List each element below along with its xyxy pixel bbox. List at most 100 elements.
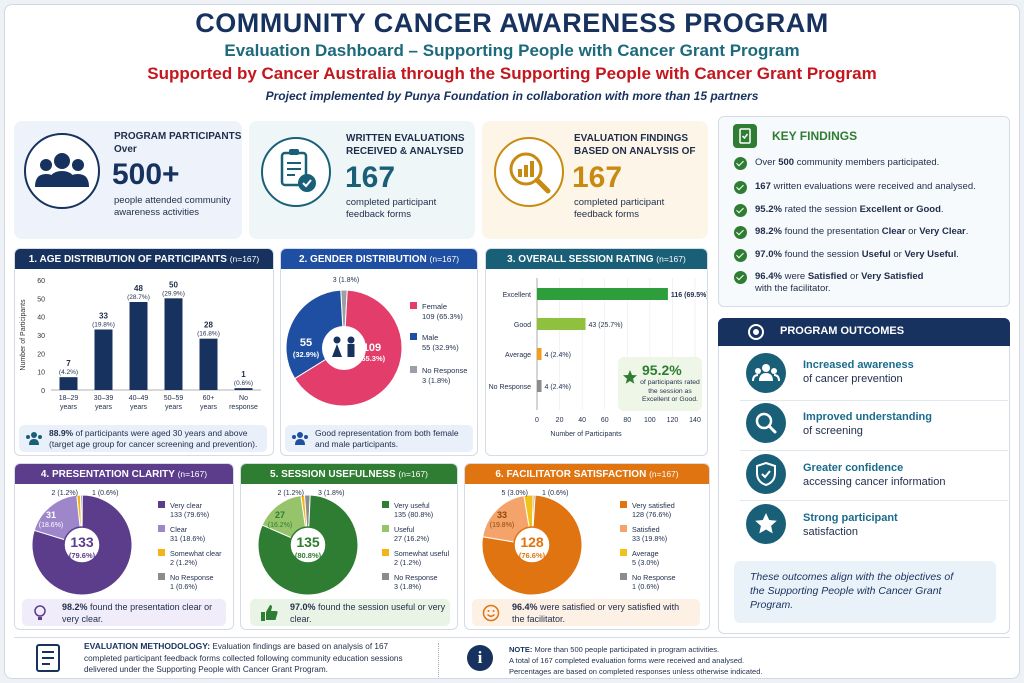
stat-card-participants: PROGRAM PARTICIPANTS Over 500+ people at… xyxy=(14,121,242,239)
bar-pct-label: (0.6%) xyxy=(234,380,253,387)
legend-label: Average xyxy=(632,549,659,558)
donut-center xyxy=(63,526,101,564)
bar xyxy=(537,288,668,300)
check-icon xyxy=(734,271,747,284)
facilitator-chart: 128(76.6%) 33 (19.8%) 5 (3.0%) 1 (0.6%) Very … xyxy=(481,490,676,596)
thumbs-up-icon xyxy=(260,604,278,622)
people-group-icon xyxy=(24,133,100,209)
key-findings-title: KEY FINDINGS xyxy=(772,129,858,143)
stat-label-2: RECEIVED & ANALYSED xyxy=(346,146,464,157)
x-tick-label: No xyxy=(239,395,248,402)
outcomes-note: These outcomes align with the objectives… xyxy=(750,571,954,611)
star-icon xyxy=(746,504,786,544)
legend-label: Somewhat clear xyxy=(170,549,222,558)
bar-value-label: 28 xyxy=(204,321,213,330)
bar xyxy=(164,298,183,390)
x-tick-label: years xyxy=(200,404,218,411)
rating-panel: 3. OVERALL SESSION RATING (n=167) xyxy=(485,248,708,456)
legend-value: 27 (16.2%) xyxy=(394,534,429,543)
outcomes-header xyxy=(718,318,1010,346)
legend-label: No Response xyxy=(422,366,467,375)
x-tick-label: 100 xyxy=(644,417,656,424)
legend-value: 33 (19.8%) xyxy=(632,534,667,543)
key-findings-panel xyxy=(718,116,1010,307)
clarity-chart: 133(79.6%) 31 (18.6%) 2 (1.2%) 1 (0.6%) Very … xyxy=(31,490,222,596)
bar-value-label: 4 (2.4%) xyxy=(545,384,571,391)
slice-pct-label: (19.8%) xyxy=(490,522,515,529)
outcomes-title: PROGRAM OUTCOMES xyxy=(780,325,905,337)
slice-outer-label: 2 (1.2%) xyxy=(52,490,78,497)
slice-pct-label: (32.9%) xyxy=(293,350,320,359)
bar xyxy=(129,302,148,390)
target-icon xyxy=(748,324,764,340)
divider xyxy=(740,500,1008,501)
donut-center xyxy=(289,526,327,564)
divider xyxy=(740,450,1008,451)
bar xyxy=(537,380,542,392)
slice-value-label: 27 xyxy=(275,510,285,520)
bar-value-label: 33 xyxy=(99,312,108,321)
legend-value: 3 (1.8%) xyxy=(394,582,421,591)
legend-label: Somewhat useful xyxy=(394,549,450,558)
legend-swatch xyxy=(620,549,627,556)
x-tick-label: years xyxy=(60,404,78,411)
slice-outer-label: 1 (0.6%) xyxy=(92,490,118,497)
bar-pct-label: (28.7%) xyxy=(127,294,150,301)
x-tick-label: 40–49 xyxy=(129,395,149,402)
stat-label: EVALUATION FINDINGS xyxy=(574,133,689,144)
slice-pct-label: (16.2%) xyxy=(268,522,293,529)
legend-value: 1 (0.6%) xyxy=(632,582,659,591)
x-tick-label: 0 xyxy=(535,417,539,424)
gender-note: Good representation from both female and… xyxy=(285,425,473,452)
star-icon xyxy=(622,369,638,385)
bar-value-label: 116 (69.5%) xyxy=(671,292,707,299)
usefulness-note: 97.0% found the session useful or very c… xyxy=(250,599,450,626)
x-tick-label: 40 xyxy=(578,417,586,424)
slice-outer-label: 5 (3.0%) xyxy=(502,490,528,497)
center-pct: (79.6%) xyxy=(69,551,96,560)
clarity-panel-title: 4. PRESENTATION CLARITY (n=167) xyxy=(15,464,233,484)
clipboard-check-icon xyxy=(261,137,331,207)
slice-pct-label: (65.3%) xyxy=(359,354,386,363)
page-title: COMMUNITY CANCER AWARENESS PROGRAM xyxy=(195,8,829,38)
legend-swatch xyxy=(158,549,165,556)
x-tick-label: 18–29 xyxy=(59,395,79,402)
legend-swatch xyxy=(620,573,627,580)
male-icon xyxy=(347,336,355,344)
bar-value-label: 7 xyxy=(66,359,71,368)
legend-label: No Response xyxy=(394,573,438,582)
callout-pct: 95.2% xyxy=(642,362,682,378)
y-tick-label: 0 xyxy=(41,388,45,395)
x-tick-label: 120 xyxy=(667,417,679,424)
legend-swatch xyxy=(382,573,389,580)
finding-item: 95.2% rated the session Excellent or Goo… xyxy=(755,204,944,215)
donut-center xyxy=(513,526,551,564)
category-label: No Response xyxy=(489,384,532,391)
legend-swatch xyxy=(158,501,165,508)
x-tick-label: years xyxy=(165,404,183,411)
x-tick-label: 30–39 xyxy=(94,395,114,402)
finding-item: 167 written evaluations were received an… xyxy=(755,181,976,192)
check-icon xyxy=(734,204,747,217)
legend-swatch xyxy=(382,501,389,508)
y-tick-label: 10 xyxy=(37,370,45,377)
legend-label: Male xyxy=(422,333,438,342)
outcome-item: Greater confidence accessing cancer infor… xyxy=(803,462,946,488)
check-icon xyxy=(734,226,747,239)
methodology-text: EVALUATION METHODOLOGY: Evaluation findi… xyxy=(84,641,403,674)
finding-item: 96.4% were Satisfied or Very Satisfied wi… xyxy=(755,271,924,294)
bar-pct-label: (16.8%) xyxy=(197,331,220,338)
x-tick-label: years xyxy=(130,404,148,411)
legend-value: 1 (0.6%) xyxy=(170,582,197,591)
slice-value-label: 55 xyxy=(300,337,312,349)
rating-callout: 95.2% of participants rated the session … xyxy=(618,357,702,411)
outcomes-note-box xyxy=(734,561,996,623)
smiley-icon xyxy=(482,604,500,622)
outcome-item: Improved understanding of screening xyxy=(803,411,932,437)
bar-value-label: 1 xyxy=(241,370,246,379)
stat-label: PROGRAM PARTICIPANTS xyxy=(114,131,242,142)
pie-center xyxy=(322,326,366,370)
support-line: Supported by Cancer Australia through th… xyxy=(147,64,877,83)
stat-value: 167 xyxy=(572,161,623,194)
x-axis-label: Number of Participants xyxy=(550,431,622,438)
